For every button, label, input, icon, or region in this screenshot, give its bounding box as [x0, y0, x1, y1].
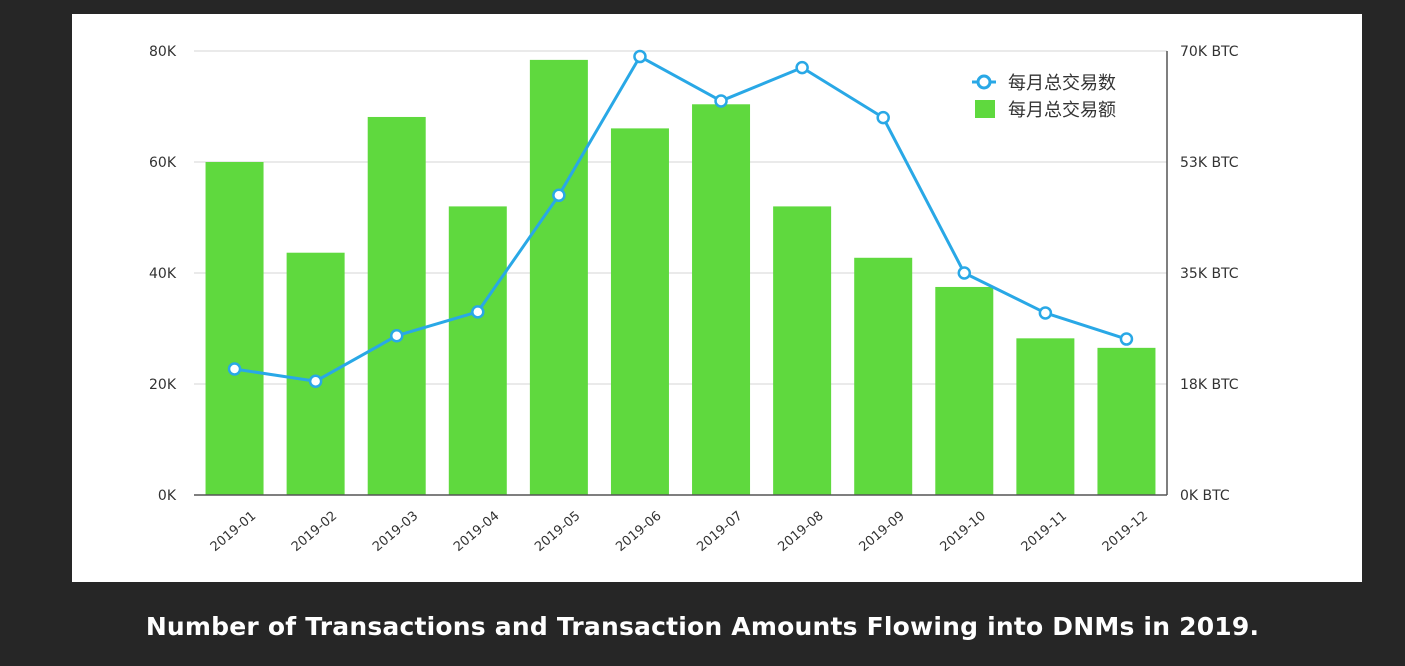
- x-tick-label: 2019-09: [857, 509, 908, 555]
- y-right-tick-label: 53K BTC: [1180, 155, 1239, 171]
- line-point-2019-03: [389, 328, 404, 343]
- figure-caption: Number of Transactions and Transaction A…: [145, 612, 1260, 641]
- legend-line-label: 每月总交易数: [1008, 73, 1116, 94]
- line-point-2019-09: [876, 110, 890, 125]
- legend-bar-label: 每月总交易额: [1008, 100, 1116, 121]
- y-left-tick-label: 40K: [149, 266, 177, 282]
- x-tick-label: 2019-07: [694, 509, 745, 555]
- bar-2019-03: [367, 116, 426, 496]
- y-right-tick-label: 18K BTC: [1180, 377, 1239, 393]
- y-right-tick-label: 35K BTC: [1180, 266, 1239, 282]
- x-tick-label: 2019-03: [370, 509, 421, 555]
- x-tick-label: 2019-08: [775, 509, 826, 555]
- y-left-tick-label: 0K: [158, 488, 177, 504]
- line-point-2019-10: [957, 266, 972, 280]
- axes: [194, 51, 1168, 496]
- line-point-2019-05: [552, 188, 566, 203]
- line-path: [234, 55, 1127, 383]
- bar-2019-05: [529, 59, 588, 495]
- y-left-tick-label: 60K: [149, 155, 177, 171]
- x-tick-label: 2019-02: [289, 509, 340, 555]
- bar-2019-12: [1097, 347, 1156, 495]
- y-left-tick-label: 20K: [149, 377, 177, 393]
- line-point-2019-07: [714, 94, 728, 108]
- y-left-tick-label: 80K: [149, 44, 177, 60]
- bar-2019-06: [610, 128, 669, 495]
- bar-2019-11: [1016, 338, 1075, 495]
- line-point-2019-12: [1119, 332, 1134, 346]
- bar-2019-08: [773, 206, 832, 495]
- legend: 每月总交易数 每月总交易额: [972, 73, 1116, 121]
- x-tick-label: 2019-10: [938, 509, 989, 555]
- grid-lines: [194, 50, 1167, 385]
- x-tick-label: 2019-06: [613, 509, 664, 555]
- x-tick-label: 2019-12: [1100, 509, 1151, 555]
- bar-2019-09: [854, 257, 913, 495]
- bar-2019-10: [935, 286, 994, 495]
- chart-panel: 0K 20K 40K 60K 80K 0K BTC 18K BTC 35K BTC 53K BT…: [72, 14, 1362, 582]
- bar-2019-01: [205, 162, 264, 495]
- bar-2019-04: [448, 206, 507, 495]
- line-point-2019-04: [471, 305, 485, 319]
- x-tick-label: 2019-05: [532, 509, 583, 555]
- combo-chart: 0K 20K 40K 60K 80K 0K BTC 18K BTC 35K BTC 53K BT…: [149, 44, 1239, 555]
- x-tick-label: 2019-01: [208, 509, 259, 555]
- bar-series: [205, 59, 1156, 496]
- bar-2019-07: [692, 104, 751, 495]
- x-tick-label: 2019-04: [451, 509, 502, 555]
- line-series: [227, 49, 1134, 388]
- legend-bar-swatch: [975, 100, 995, 118]
- line-point-2019-01: [227, 362, 242, 376]
- x-tick-label: 2019-11: [1019, 509, 1070, 555]
- line-point-2019-11: [1038, 306, 1053, 320]
- line-point-2019-06: [633, 49, 647, 64]
- y-right-tick-label: 0K BTC: [1180, 488, 1230, 504]
- line-point-2019-08: [795, 60, 809, 75]
- legend-line-marker: [976, 74, 992, 90]
- y-right-tick-label: 70K BTC: [1180, 44, 1239, 60]
- line-point-2019-02: [308, 374, 323, 388]
- bar-2019-02: [286, 252, 345, 495]
